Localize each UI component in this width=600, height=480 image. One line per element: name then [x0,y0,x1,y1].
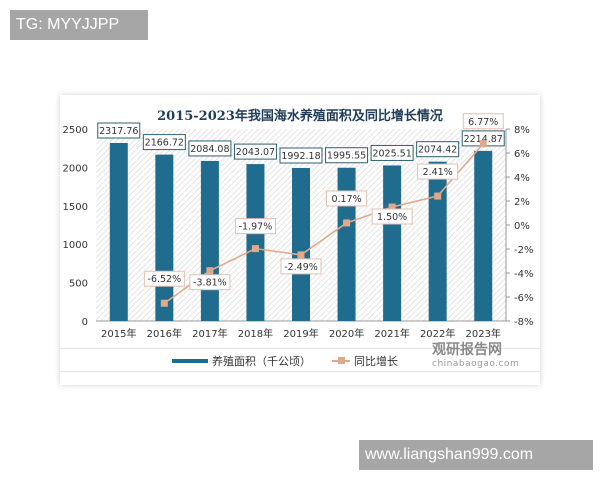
legend: 养殖面积（千公顷） 同比增长 [60,348,540,372]
brand-logo: 观研报告网 [432,342,502,358]
bar-swatch-icon [172,359,208,363]
chart-title: 2015-2023年我国海水养殖面积及同比增长情况 [157,109,443,124]
svg-text:6%: 6% [514,149,530,160]
svg-text:0: 0 [82,317,88,328]
legend-item-growth: 同比增长 [332,353,398,369]
svg-text:2016年: 2016年 [147,327,182,340]
svg-text:-3.81%: -3.81% [193,278,227,289]
svg-text:2000: 2000 [63,163,88,174]
svg-text:0.17%: 0.17% [331,194,361,205]
svg-text:6.77%: 6.77% [468,117,498,128]
svg-text:-2%: -2% [514,245,533,256]
svg-text:1500: 1500 [63,202,88,213]
svg-text:2021年: 2021年 [374,327,409,340]
svg-text:-6%: -6% [514,293,533,304]
svg-text:2166.72: 2166.72 [145,138,184,149]
svg-text:2084.08: 2084.08 [190,144,229,155]
svg-text:2015年: 2015年 [101,327,136,340]
svg-text:2022年: 2022年 [420,327,455,340]
svg-text:0%: 0% [514,221,530,232]
svg-text:2018年: 2018年 [238,327,273,340]
svg-text:2%: 2% [514,197,530,208]
svg-text:2043.07: 2043.07 [236,147,275,158]
svg-text:-2.49%: -2.49% [284,262,318,273]
svg-text:2074.42: 2074.42 [418,145,457,156]
svg-text:-6.52%: -6.52% [148,274,182,285]
svg-text:-4%: -4% [514,269,533,280]
svg-text:-1.97%: -1.97% [239,222,273,233]
svg-text:2023年: 2023年 [465,327,500,340]
legend-item-area: 养殖面积（千公顷） [172,353,311,369]
svg-text:2017年: 2017年 [192,327,227,340]
brand-url: chinabaogao.com [432,359,520,369]
svg-text:500: 500 [69,279,88,290]
svg-text:2019年: 2019年 [283,327,318,340]
svg-text:2500: 2500 [63,125,88,136]
svg-text:2.41%: 2.41% [423,167,453,178]
svg-text:8%: 8% [514,125,530,136]
watermark-top-left: TG: MYYJJPP [10,10,148,40]
svg-text:1.50%: 1.50% [377,212,407,223]
watermark-bottom-right: www.liangshan999.com [359,440,593,470]
svg-text:4%: 4% [514,173,530,184]
chart-plot: 0 500 1000 1500 2000 2500 -8% -6% -4% -2% 0% 2% 4% 6%… [63,113,533,340]
svg-text:2025.51: 2025.51 [372,148,411,159]
chart-card: 2015-2023年我国海水养殖面积及同比增长情况 0 500 1000 1500 20… [60,95,540,385]
line-swatch-icon [332,357,350,364]
svg-text:1992.18: 1992.18 [281,151,320,162]
svg-text:1995.55: 1995.55 [327,151,366,162]
svg-text:2214.87: 2214.87 [464,134,503,145]
svg-text:2317.76: 2317.76 [99,126,138,137]
svg-text:-8%: -8% [514,317,533,328]
svg-text:2020年: 2020年 [329,327,364,340]
svg-text:1000: 1000 [63,240,88,251]
